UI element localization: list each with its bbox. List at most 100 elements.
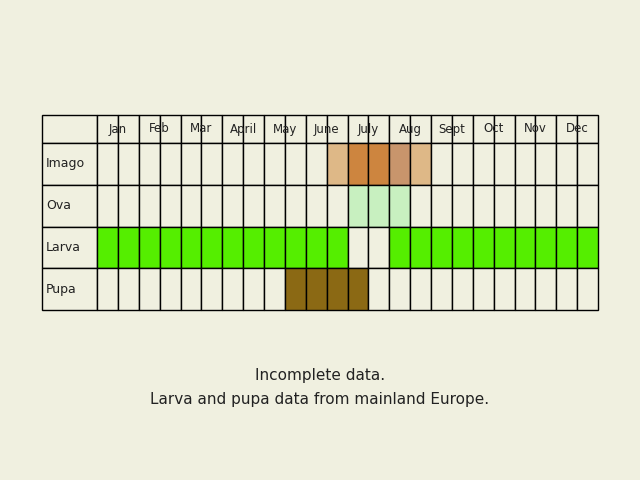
Bar — [202, 143, 222, 185]
Bar — [222, 268, 243, 310]
Bar — [243, 268, 264, 310]
Bar — [306, 185, 326, 227]
Bar — [577, 268, 598, 310]
Bar — [577, 227, 598, 268]
Bar — [369, 115, 389, 143]
Bar — [180, 143, 202, 185]
Bar — [285, 185, 306, 227]
Bar — [326, 143, 348, 185]
Bar — [306, 268, 326, 310]
Text: Imago: Imago — [46, 157, 85, 170]
Bar — [389, 115, 410, 143]
Bar — [515, 227, 536, 268]
Bar — [202, 185, 222, 227]
Text: Feb: Feb — [149, 122, 170, 135]
Bar — [493, 115, 515, 143]
Bar — [348, 115, 369, 143]
Bar — [326, 115, 348, 143]
Text: Jan: Jan — [109, 122, 127, 135]
Bar — [243, 143, 264, 185]
Bar — [118, 143, 139, 185]
Bar — [222, 185, 243, 227]
Bar — [515, 143, 536, 185]
Bar — [452, 268, 473, 310]
Bar — [159, 115, 180, 143]
Bar — [473, 143, 493, 185]
Bar — [452, 143, 473, 185]
Bar — [410, 268, 431, 310]
Bar — [202, 268, 222, 310]
Bar — [264, 185, 285, 227]
Bar — [180, 185, 202, 227]
Bar — [410, 115, 431, 143]
Text: May: May — [273, 122, 297, 135]
Bar — [389, 185, 410, 227]
Bar — [369, 185, 389, 227]
Bar — [493, 227, 515, 268]
Bar — [536, 115, 556, 143]
Text: Aug: Aug — [399, 122, 422, 135]
Bar — [285, 115, 306, 143]
Bar — [42, 115, 97, 143]
Text: April: April — [230, 122, 257, 135]
Bar — [97, 115, 118, 143]
Bar — [118, 115, 139, 143]
Bar — [180, 227, 202, 268]
Bar — [42, 268, 97, 310]
Bar — [556, 115, 577, 143]
Bar — [139, 143, 159, 185]
Bar — [348, 143, 369, 185]
Bar — [243, 185, 264, 227]
Text: Dec: Dec — [566, 122, 589, 135]
Bar — [326, 268, 348, 310]
Bar — [536, 143, 556, 185]
Bar — [222, 143, 243, 185]
Bar — [577, 143, 598, 185]
Bar — [493, 143, 515, 185]
Bar — [410, 143, 431, 185]
Bar — [515, 115, 536, 143]
Text: July: July — [358, 122, 379, 135]
Text: June: June — [314, 122, 339, 135]
Bar — [264, 115, 285, 143]
Bar — [285, 268, 306, 310]
Bar — [410, 185, 431, 227]
Bar — [369, 143, 389, 185]
Bar — [410, 227, 431, 268]
Bar — [452, 115, 473, 143]
Bar — [577, 115, 598, 143]
Bar — [264, 227, 285, 268]
Bar — [180, 115, 202, 143]
Bar — [431, 115, 452, 143]
Bar — [326, 227, 348, 268]
Text: Sept: Sept — [438, 122, 465, 135]
Text: Nov: Nov — [524, 122, 547, 135]
Bar — [556, 227, 577, 268]
Bar — [306, 115, 326, 143]
Bar — [306, 227, 326, 268]
Bar — [118, 227, 139, 268]
Bar — [556, 185, 577, 227]
Bar — [452, 185, 473, 227]
Bar — [431, 185, 452, 227]
Bar — [452, 227, 473, 268]
Bar — [536, 268, 556, 310]
Bar — [97, 227, 118, 268]
Bar — [285, 143, 306, 185]
Bar — [243, 115, 264, 143]
Bar — [473, 115, 493, 143]
Bar — [139, 185, 159, 227]
Bar — [431, 268, 452, 310]
Bar — [159, 143, 180, 185]
Bar — [159, 268, 180, 310]
Bar — [42, 143, 97, 185]
Text: Oct: Oct — [483, 122, 504, 135]
Bar — [222, 227, 243, 268]
Bar — [473, 268, 493, 310]
Bar — [536, 185, 556, 227]
Bar — [389, 143, 410, 185]
Bar — [389, 268, 410, 310]
Bar — [326, 185, 348, 227]
Bar — [348, 268, 369, 310]
Bar — [556, 143, 577, 185]
